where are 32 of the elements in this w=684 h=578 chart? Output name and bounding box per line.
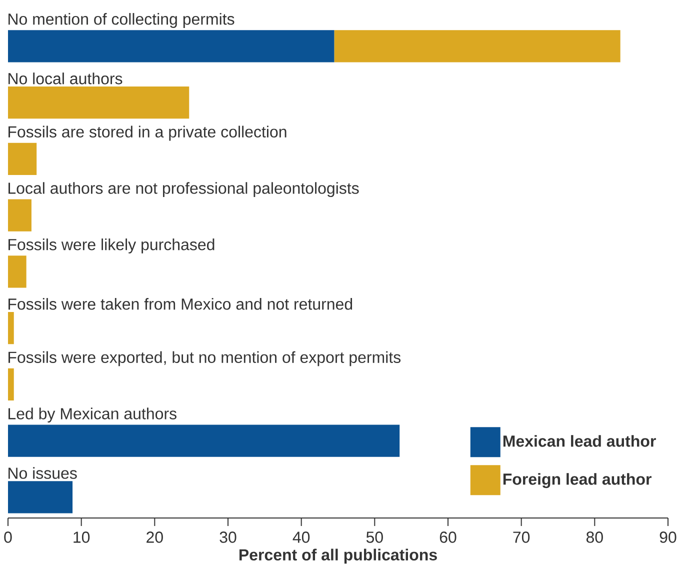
bar [8, 199, 32, 232]
x-tick-label: 70 [513, 532, 530, 543]
x-tick-label: 80 [586, 532, 603, 543]
y-tick-label: No local authors [8, 72, 122, 84]
legend-label: Mexican lead author [503, 435, 656, 447]
bar [8, 142, 37, 176]
x-axis-title: Percent of all publications [239, 548, 437, 564]
y-tick-label: Local authors are not professional paleontologists [8, 182, 359, 198]
bar [8, 481, 73, 514]
x-tick-label: 50 [366, 532, 383, 543]
x-tick-label: 90 [660, 532, 676, 543]
x-tick-label: 20 [146, 532, 163, 543]
bar [8, 368, 14, 400]
y-tick-label: No issues [8, 467, 77, 479]
legend-label: Foreign lead author [503, 473, 652, 488]
x-tick-label: 40 [292, 532, 310, 543]
bar [8, 424, 400, 457]
x-tick-label: 60 [440, 532, 456, 543]
y-tick-label: Led by Mexican authors [8, 408, 176, 423]
bar [8, 86, 190, 119]
y-tick-label: Fossils were taken from Mexico and not returned [8, 298, 352, 310]
x-tick-label: 30 [220, 532, 236, 543]
y-tick-label: No mention of collecting permits [8, 13, 234, 28]
y-tick-label: Fossils were exported, but no mention of export permits [8, 351, 401, 366]
bar [8, 256, 26, 288]
y-tick-label: Fossils were likely purchased [8, 238, 214, 254]
y-tick-label: Fossils are stored in a private collection [8, 126, 286, 141]
x-tick-label: 0 [4, 532, 12, 543]
bar [8, 312, 14, 344]
x-tick-label: 10 [74, 532, 90, 543]
bar [8, 30, 334, 62]
bar [334, 30, 620, 62]
